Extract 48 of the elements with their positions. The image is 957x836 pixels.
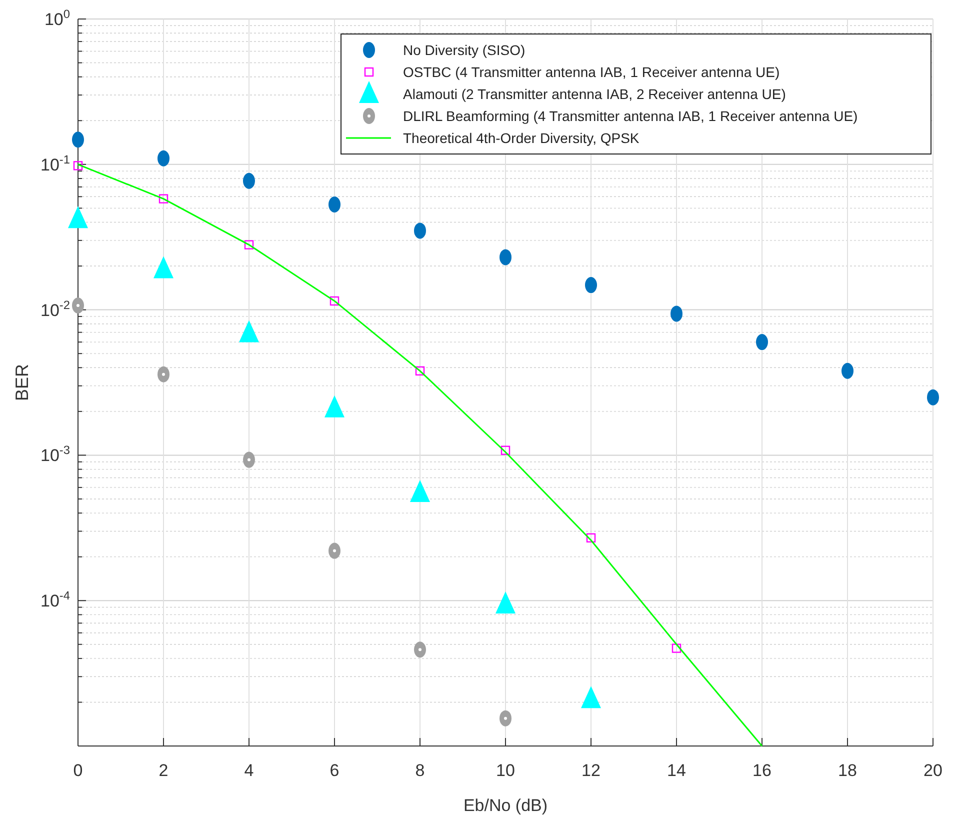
x-tick-label: 16: [752, 761, 772, 780]
y-axis-title: BER: [12, 364, 32, 402]
x-tick-label: 20: [924, 761, 942, 780]
x-tick-label: 4: [244, 761, 254, 780]
legend-label: Theoretical 4th-Order Diversity, QPSK: [403, 130, 640, 146]
x-tick-label: 8: [415, 761, 425, 780]
point: [415, 366, 425, 376]
point: [500, 710, 512, 726]
y-tick-label: 10$^{-2}$: [40, 298, 70, 320]
point: [586, 533, 596, 542]
point: [670, 306, 682, 322]
point: [244, 240, 254, 250]
point: [414, 222, 426, 239]
point: [330, 296, 340, 306]
point: [73, 161, 83, 170]
point: [842, 362, 854, 379]
point: [927, 389, 939, 406]
x-tick-label: 18: [838, 761, 857, 780]
y-tick-label: 10$^{-4}$: [40, 588, 70, 611]
point: [243, 452, 255, 468]
x-tick-label: 0: [73, 761, 83, 780]
point: [585, 277, 597, 294]
point: [158, 194, 168, 204]
y-tick-label: 10$^{-3}$: [40, 443, 70, 466]
x-tick-label: 12: [582, 761, 600, 780]
point: [243, 172, 255, 189]
y-tick-label: 10$^{0}$: [44, 6, 70, 29]
x-axis-title: Eb/No (dB): [463, 796, 548, 815]
point: [158, 150, 170, 166]
point: [672, 644, 682, 653]
legend-label: DLIRL Beamforming (4 Transmitter antenna IAB, 1 Receiver antenna UE): [403, 108, 858, 124]
point: [500, 249, 512, 266]
point: [72, 132, 84, 148]
x-tick-label: 10: [496, 761, 515, 780]
legend-label: Alamouti (2 Transmitter antenna IAB, 2 Receiver antenna UE): [403, 86, 786, 102]
point: [158, 366, 170, 382]
point: [328, 542, 340, 559]
x-tick-label: 14: [667, 761, 686, 780]
x-tick-label: 2: [158, 761, 168, 780]
point: [756, 334, 768, 350]
point: [72, 298, 84, 314]
point: [414, 642, 426, 658]
point: [500, 446, 510, 455]
legend-label: No Diversity (SISO): [403, 42, 526, 58]
legend-label: OSTBC (4 Transmitter antenna IAB, 1 Receiver antenna UE): [403, 64, 780, 80]
point: [328, 196, 340, 212]
x-tick-label: 6: [330, 761, 340, 780]
y-tick-label: 10$^{-1}$: [40, 152, 70, 174]
